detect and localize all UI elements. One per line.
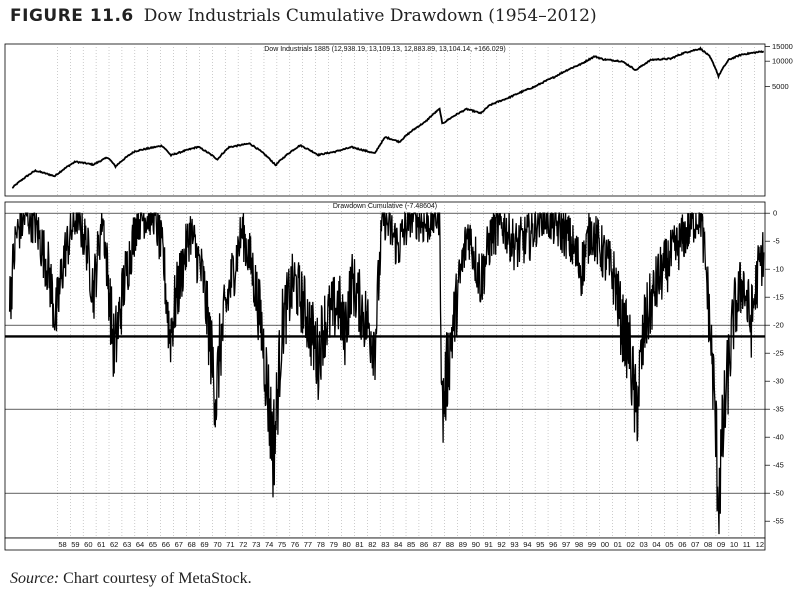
year-tick-label: 86 [420, 540, 428, 549]
year-tick-label: 98 [575, 540, 583, 549]
year-tick-label: 09 [717, 540, 725, 549]
drawdown-y-tick-label: -35 [773, 405, 784, 414]
time-axis: 58 59 60 61 62 63 64 65 66 67 68 69 70 71 72 73 74 75 76 77… [4, 537, 766, 551]
metastock-chart: Dow Industrials 1885 (12,938.19, 13,109.… [4, 42, 793, 551]
drawdown-y-tick-label: -10 [773, 265, 784, 274]
figure-caption: Dow Industrials Cumulative Drawdown (195… [143, 6, 597, 26]
year-tick-label: 10 [730, 540, 738, 549]
year-tick-label: 95 [536, 540, 544, 549]
year-tick-label: 63 [123, 540, 131, 549]
year-tick-label: 01 [614, 540, 622, 549]
drawdown-y-tick-label: -20 [773, 321, 784, 330]
year-tick-label: 11 [743, 540, 751, 549]
year-tick-label: 74 [265, 540, 273, 549]
price-y-tick-label: 5000 [772, 82, 789, 91]
year-tick-label: 07 [691, 540, 699, 549]
year-tick-label: 78 [317, 540, 325, 549]
year-tick-label: 73 [252, 540, 260, 549]
drawdown-y-tick-label: -5 [773, 237, 780, 246]
year-tick-label: 76 [291, 540, 299, 549]
drawdown-panel: Drawdown Cumulative (-7.48604) 0 -5 -10 -15… [4, 201, 784, 539]
dow-industrials-line [11, 46, 765, 189]
year-tick-label: 87 [433, 540, 441, 549]
year-tick-label: 64 [136, 540, 144, 549]
drawdown-y-axis: 0 -5 -10 -15 -20 -25 -30 -35 -40 -45 -50 -55 [765, 209, 784, 526]
drawdown-line [8, 211, 765, 535]
source-text: Chart courtesy of MetaStock. [59, 570, 252, 587]
figure-title: FIGURE 11.6 Dow Industrials Cumulative Dr… [10, 6, 597, 32]
year-tick-label: 00 [601, 540, 609, 549]
drawdown-y-tick-label: -30 [773, 377, 784, 386]
drawdown-y-tick-label: -50 [773, 489, 784, 498]
drawdown-y-tick-label: 0 [773, 209, 777, 218]
year-tick-label: 12 [756, 540, 764, 549]
year-tick-label: 58 [58, 540, 66, 549]
year-tick-label: 97 [562, 540, 570, 549]
year-tick-label: 92 [497, 540, 505, 549]
year-tick-label: 99 [588, 540, 596, 549]
price-panel-title: Dow Industrials 1885 (12,938.19, 13,109.… [264, 46, 506, 53]
year-tick-label: 65 [149, 540, 157, 549]
price-y-axis: 15000 10000 5000 [765, 42, 793, 91]
price-y-tick-label: 15000 [772, 42, 793, 51]
figure-number: FIGURE 11.6 [10, 6, 134, 26]
year-tick-label: 93 [510, 540, 518, 549]
year-tick-label: 89 [459, 540, 467, 549]
year-tick-label: 71 [226, 540, 234, 549]
drawdown-panel-grid [57, 202, 755, 538]
drawdown-panel-title: Drawdown Cumulative (-7.48604) [333, 203, 437, 210]
time-axis-frame [4, 537, 766, 551]
drawdown-panel-frame [4, 201, 766, 539]
year-tick-label: 81 [355, 540, 363, 549]
price-y-tick-label: 10000 [772, 57, 793, 66]
year-tick-label: 72 [239, 540, 247, 549]
drawdown-y-tick-label: -40 [773, 433, 784, 442]
year-tick-label: 96 [549, 540, 557, 549]
drawdown-y-tick-label: -55 [773, 517, 784, 526]
year-tick-label: 88 [446, 540, 454, 549]
source-label: Source: [10, 570, 60, 587]
year-tick-label: 90 [472, 540, 480, 549]
year-tick-label: 80 [342, 540, 350, 549]
year-tick-label: 61 [97, 540, 105, 549]
year-tick-label: 85 [407, 540, 415, 549]
time-axis-labels: 58 59 60 61 62 63 64 65 66 67 68 69 70 71 72 73 74 75 76 77… [58, 540, 764, 549]
year-tick-label: 03 [639, 540, 647, 549]
year-tick-label: 08 [704, 540, 712, 549]
drawdown-y-tick-label: -15 [773, 293, 784, 302]
year-tick-label: 60 [84, 540, 92, 549]
year-tick-label: 69 [200, 540, 208, 549]
year-tick-label: 94 [523, 540, 531, 549]
year-tick-label: 79 [330, 540, 338, 549]
year-tick-label: 70 [213, 540, 221, 549]
year-tick-label: 68 [187, 540, 195, 549]
year-tick-label: 77 [304, 540, 312, 549]
year-tick-label: 02 [627, 540, 635, 549]
year-tick-label: 06 [678, 540, 686, 549]
year-tick-label: 05 [665, 540, 673, 549]
year-tick-label: 84 [394, 540, 402, 549]
price-panel: Dow Industrials 1885 (12,938.19, 13,109.… [4, 42, 793, 197]
year-tick-label: 67 [175, 540, 183, 549]
year-tick-label: 04 [652, 540, 660, 549]
year-tick-label: 75 [278, 540, 286, 549]
year-tick-label: 59 [71, 540, 79, 549]
year-tick-label: 83 [381, 540, 389, 549]
drawdown-y-tick-label: -25 [773, 349, 784, 358]
price-panel-grid [57, 44, 755, 196]
year-tick-label: 62 [110, 540, 118, 549]
year-tick-label: 91 [484, 540, 492, 549]
price-panel-frame [4, 43, 766, 197]
source-note: Source: Chart courtesy of MetaStock. [10, 570, 252, 588]
year-tick-label: 82 [368, 540, 376, 549]
drawdown-y-tick-label: -45 [773, 461, 784, 470]
year-tick-label: 66 [162, 540, 170, 549]
